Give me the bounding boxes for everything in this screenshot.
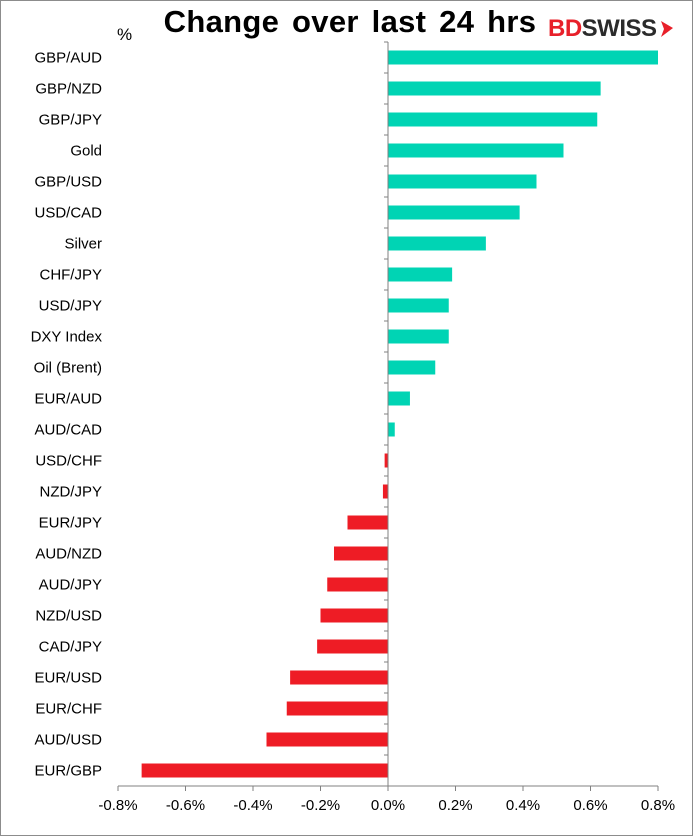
x-tick-label: 0.8%	[641, 797, 675, 814]
bar-eur-jpy	[347, 515, 388, 530]
category-label: USD/JPY	[39, 298, 102, 315]
category-label: EUR/JPY	[39, 515, 102, 532]
category-label: CAD/JPY	[39, 639, 102, 656]
bar-chf-jpy	[388, 267, 453, 282]
x-tick-label: -0.2%	[301, 797, 340, 814]
x-tick-label: 0.6%	[573, 797, 607, 814]
category-label: EUR/USD	[34, 670, 102, 687]
x-tick-label: 0.4%	[506, 797, 540, 814]
bar-nzd-jpy	[382, 484, 388, 499]
bar-gold	[388, 143, 564, 158]
x-tick-label: 0.2%	[438, 797, 472, 814]
bar-usd-cad	[388, 205, 520, 220]
category-label: GBP/NZD	[35, 81, 102, 98]
category-label: GBP/JPY	[39, 112, 102, 129]
logo-bd: BD	[548, 15, 582, 42]
bar-aud-nzd	[334, 546, 388, 561]
unit-label: %	[117, 25, 133, 44]
logo-swiss: SWISS	[581, 15, 657, 42]
bar-gbp-aud	[388, 50, 658, 65]
bar-gbp-usd	[388, 174, 537, 189]
arrow-icon	[660, 21, 673, 37]
bar-gbp-nzd	[388, 81, 601, 96]
bar-aud-usd	[266, 732, 388, 747]
bar-aud-cad	[388, 422, 395, 437]
x-tick-label: -0.4%	[233, 797, 272, 814]
category-label: USD/CHF	[35, 453, 102, 470]
category-label: Gold	[70, 143, 102, 160]
category-label: GBP/USD	[34, 174, 102, 191]
bar-dxy-index	[388, 329, 449, 344]
bar-gbp-jpy	[388, 112, 598, 127]
bar-eur-usd	[290, 670, 388, 685]
bar-eur-gbp	[141, 763, 388, 778]
category-label: EUR/GBP	[34, 763, 102, 780]
bar-eur-aud	[388, 391, 410, 406]
category-label: AUD/JPY	[39, 577, 102, 594]
bar-nzd-usd	[320, 608, 388, 623]
category-label: CHF/JPY	[39, 267, 102, 284]
bar-eur-chf	[286, 701, 388, 716]
category-label: GBP/AUD	[34, 50, 102, 67]
bar-cad-jpy	[317, 639, 388, 654]
bar-silver	[388, 236, 486, 251]
category-label: EUR/CHF	[35, 701, 102, 718]
category-label: AUD/USD	[34, 732, 102, 749]
category-label: NZD/JPY	[39, 484, 102, 501]
bar-usd-chf	[384, 453, 388, 468]
category-label: DXY Index	[31, 329, 103, 346]
bar-oil-brent-	[388, 360, 436, 375]
x-tick-label: -0.6%	[166, 797, 205, 814]
category-label: AUD/NZD	[35, 546, 102, 563]
category-label: Oil (Brent)	[34, 360, 102, 377]
bdswiss-logo: BDSWISS	[548, 14, 674, 44]
bar-usd-jpy	[388, 298, 449, 313]
category-label: AUD/CAD	[34, 422, 102, 439]
chart-title: Change over last 24 hrs	[163, 4, 537, 39]
category-label: EUR/AUD	[34, 391, 102, 408]
x-tick-label: 0.0%	[371, 797, 405, 814]
x-tick-label: -0.8%	[98, 797, 137, 814]
category-label: Silver	[64, 236, 102, 253]
category-label: NZD/USD	[35, 608, 102, 625]
category-label: USD/CAD	[34, 205, 102, 222]
bar-aud-jpy	[327, 577, 388, 592]
